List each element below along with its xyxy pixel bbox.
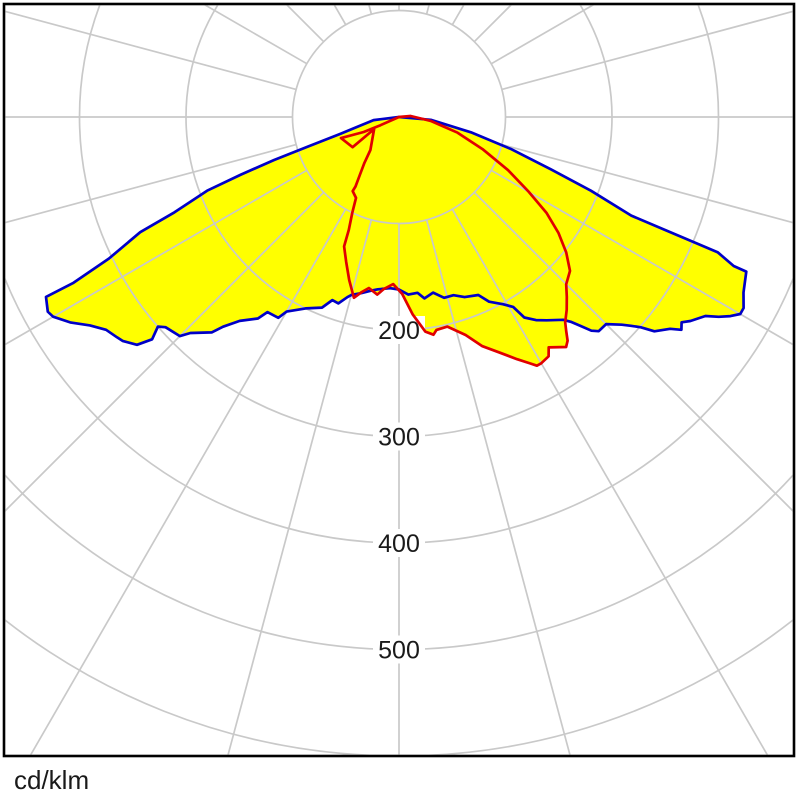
radial-grid-line bbox=[5, 191, 325, 512]
radial-grid-line bbox=[473, 191, 793, 512]
radial-tick-label-layer: 200 300 400 500 bbox=[373, 316, 425, 665]
radial-grid-line bbox=[5, 143, 297, 224]
radial-tick-label: 500 bbox=[378, 637, 420, 665]
radial-grid-line bbox=[227, 219, 373, 755]
red-curve bbox=[339, 114, 572, 368]
radial-grid-line bbox=[5, 169, 308, 346]
blue-curve bbox=[44, 115, 748, 347]
intensity-fill-layer bbox=[46, 116, 747, 366]
radial-tick-label: 200 bbox=[378, 317, 420, 345]
radial-grid-line bbox=[490, 169, 793, 346]
tick-label-box bbox=[373, 422, 425, 451]
tick-label-box bbox=[373, 635, 425, 664]
radial-tick-label: 300 bbox=[378, 424, 420, 452]
radial-grid-line bbox=[451, 208, 769, 755]
radial-tick-label: 400 bbox=[378, 530, 420, 558]
tick-label-box bbox=[373, 529, 425, 557]
radial-grid-line bbox=[5, 10, 297, 91]
radial-grid-line bbox=[501, 10, 793, 91]
radial-grid-line bbox=[29, 208, 347, 755]
red-curve-fill bbox=[341, 116, 570, 366]
plot-frame bbox=[2, 2, 796, 758]
unit-label: cd/klm bbox=[14, 765, 89, 795]
radial-grid-line bbox=[425, 219, 571, 755]
radial-grid-line bbox=[501, 143, 793, 224]
curve-layer bbox=[44, 114, 748, 368]
